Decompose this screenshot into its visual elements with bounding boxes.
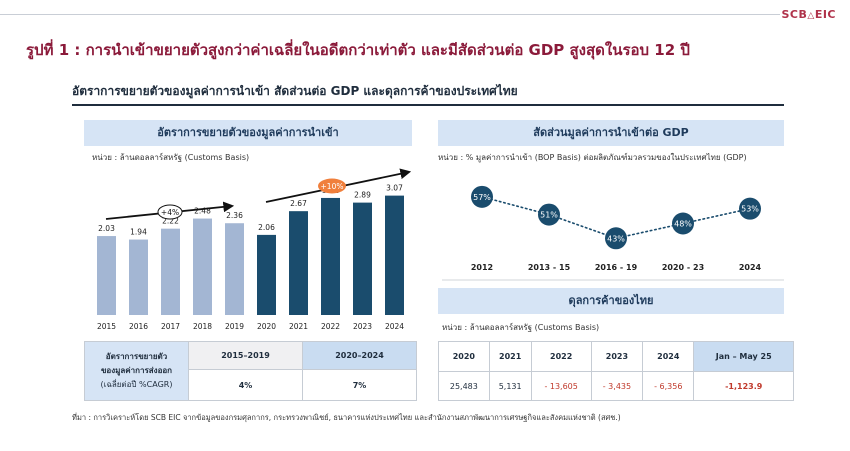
cagr-header-2020-2024: 2020–2024 — [302, 341, 417, 370]
trade-header-2020: 2020 — [438, 341, 490, 372]
bar-value-label-2017: 2.22 — [162, 217, 179, 226]
bar-2020 — [257, 234, 276, 315]
trade-value-2024: - 6,356 — [642, 371, 695, 401]
cagr-table: อัตราการขยายตัว ของมูลค่าการส่งออก (เฉลี… — [84, 341, 417, 401]
trade-header-2024: 2024 — [642, 341, 695, 372]
trade-value-2023: - 3,435 — [590, 371, 644, 401]
left-panel-header: อัตราการขยายตัวของมูลค่าการนำเข้า — [84, 120, 412, 146]
cagr-row-label-2: ของมูลค่าการส่งออก — [100, 366, 173, 375]
cagr-row-label: อัตราการขยายตัว ของมูลค่าการส่งออก (เฉลี… — [84, 341, 189, 401]
ratio-point-1 — [538, 203, 560, 226]
ratio-point-3 — [672, 212, 694, 235]
bar-value-label-2024: 3.07 — [386, 184, 403, 193]
import-value-bar-chart: 2.03 2015 1.94 2016 2.22 2017 2.48 2018 2.36 2019… — [97, 168, 412, 331]
ratio-category-label-4: 2024 — [739, 263, 762, 272]
bar-category-label-2017: 2017 — [161, 322, 180, 331]
brand-triangle-icon: △ — [807, 11, 815, 21]
source-note: ที่มา : การวิเคราะห์โดย SCB EIC จากข้อมู… — [72, 413, 621, 422]
ratio-category-label-1: 2013 - 15 — [528, 263, 571, 272]
bar-2023 — [353, 202, 372, 315]
right-panel-unit: หน่วย : % มูลค่าการนำเข้า (BOP Basis) ต่… — [438, 153, 747, 162]
trade-value-2022: - 13,605 — [530, 371, 592, 401]
bar-value-label-2020: 2.06 — [258, 223, 275, 232]
bar-2024 — [385, 195, 404, 315]
left-panel-unit: หน่วย : ล้านดอลลาร์สหรัฐ (Customs Basis) — [92, 153, 250, 162]
growth-badge-2 — [318, 178, 346, 194]
bar-2017 — [161, 228, 180, 315]
bar-2021 — [289, 211, 308, 315]
growth-badge-1-label: +4% — [161, 208, 179, 217]
trade-value-jan-may-25: -1,123.9 — [693, 371, 794, 401]
brand-right: EIC — [814, 8, 836, 21]
bar-category-label-2020: 2020 — [257, 322, 276, 331]
cagr-row-label-3: (เฉลี่ยต่อปี %CAGR) — [100, 380, 173, 389]
bar-value-label-2023: 2.89 — [354, 191, 371, 200]
ratio-point-label-3: 48% — [674, 219, 692, 228]
ratio-point-label-2: 43% — [607, 234, 625, 243]
bar-category-label-2019: 2019 — [225, 322, 244, 331]
bar-2019 — [225, 223, 244, 315]
bar-category-label-2021: 2021 — [289, 322, 308, 331]
trade-header-2023: 2023 — [590, 341, 644, 372]
import-gdp-ratio-chart: 57% 51% 43% 48% 53% 2012 2013 - 15 2016 - 19 20… — [442, 185, 784, 281]
bar-value-label-2015: 2.03 — [98, 224, 115, 233]
trade-header-2021: 2021 — [488, 341, 532, 372]
bar-category-label-2018: 2018 — [193, 322, 212, 331]
ratio-point-label-4: 53% — [741, 205, 759, 214]
bar-category-label-2023: 2023 — [353, 322, 372, 331]
page-title: รูปที่ 1 : การนำเข้าขยายตัวสูงกว่าค่าเฉล… — [26, 41, 690, 59]
cagr-header-2015-2019: 2015–2019 — [188, 341, 303, 370]
bar-value-label-2021: 2.67 — [290, 199, 307, 208]
growth-badge-1 — [157, 204, 183, 220]
trade-header-jan-may-25: Jan – May 25 — [693, 341, 794, 372]
trade-balance-table: 2020 2021 2022 2023 2024 Jan – May 25 25… — [438, 341, 794, 401]
ratio-point-4 — [739, 197, 761, 220]
trade-panel-unit: หน่วย : ล้านดอลลาร์สหรัฐ (Customs Basis) — [442, 323, 600, 332]
ratio-category-label-2: 2016 - 19 — [595, 263, 638, 272]
bar-category-label-2015: 2015 — [97, 322, 116, 331]
ratio-category-label-3: 2020 - 23 — [662, 263, 704, 272]
ratio-point-label-1: 51% — [540, 211, 558, 220]
ratio-point-label-0: 57% — [473, 193, 491, 202]
ratio-point-0 — [471, 185, 493, 208]
ratio-category-label-0: 2012 — [471, 263, 493, 272]
trade-value-2020: 25,483 — [438, 371, 490, 401]
bar-2018 — [193, 218, 212, 315]
subtitle-rule — [72, 104, 784, 106]
trade-value-2021: 5,131 — [488, 371, 532, 401]
cagr-row-label-1: อัตราการขยายตัว — [105, 352, 168, 361]
trade-panel-header: ดุลการค้าของไทย — [438, 288, 784, 314]
bar-category-label-2024: 2024 — [385, 322, 404, 331]
bar-category-label-2016: 2016 — [129, 322, 148, 331]
bar-2015 — [97, 236, 116, 315]
growth-badge-2-label: +10% — [321, 182, 344, 191]
right-panel-header: สัดส่วนมูลค่าการนำเข้าต่อ GDP — [438, 120, 784, 146]
section-subtitle: อัตราการขยายตัวของมูลค่าการนำเข้า สัดส่ว… — [72, 84, 518, 98]
cagr-value-2020-2024: 7% — [302, 369, 417, 401]
cagr-value-2015-2019: 4% — [188, 369, 303, 401]
top-divider — [0, 14, 780, 15]
bar-category-label-2022: 2022 — [321, 322, 340, 331]
ratio-point-2 — [605, 227, 627, 250]
trade-header-2022: 2022 — [530, 341, 592, 372]
bar-value-label-2018: 2.48 — [194, 207, 211, 216]
bar-2016 — [129, 239, 148, 315]
bar-value-label-2019: 2.36 — [226, 211, 243, 220]
bar-value-label-2016: 1.94 — [130, 228, 147, 237]
bar-2022 — [321, 197, 340, 315]
brand-logo: SCB△EIC — [782, 8, 837, 21]
brand-left: SCB — [781, 8, 808, 21]
